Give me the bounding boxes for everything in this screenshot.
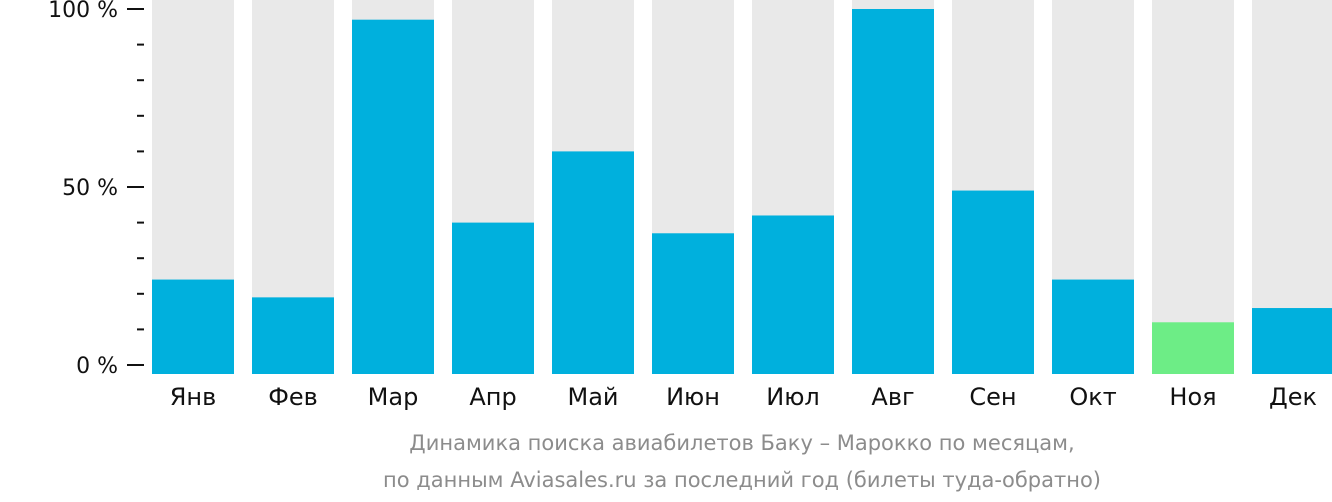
x-tick-label-2: Фев xyxy=(268,383,318,411)
x-tick-label-1: Янв xyxy=(170,383,217,411)
bar-2 xyxy=(252,297,334,374)
x-axis: Янв Фев Мар Апр Май Июн Июл Авг Сен Окт Ноя Дек xyxy=(170,383,1317,411)
y-tick-label-1: 0 % xyxy=(76,354,118,379)
y-tick-label-2: 50 % xyxy=(62,176,118,201)
bar-10 xyxy=(1052,279,1134,374)
y-tick-label-3: 100 % xyxy=(48,0,118,23)
bar-1 xyxy=(152,279,234,374)
y-axis: 0 % 50 % 100 % xyxy=(48,0,144,379)
x-tick-label-3: Мар xyxy=(368,383,419,411)
x-tick-label-12: Дек xyxy=(1269,383,1317,411)
x-tick-label-8: Авг xyxy=(871,383,914,411)
bar-9 xyxy=(952,190,1034,374)
data-bars xyxy=(152,9,1332,375)
bar-12 xyxy=(1252,308,1332,374)
bar-4 xyxy=(452,222,534,374)
bar-8 xyxy=(852,9,934,374)
bar-3 xyxy=(352,19,434,375)
x-tick-label-11: Ноя xyxy=(1169,383,1216,411)
x-tick-label-7: Июл xyxy=(766,383,820,411)
x-tick-label-9: Сен xyxy=(969,383,1016,411)
x-tick-label-5: Май xyxy=(567,383,618,411)
x-tick-label-10: Окт xyxy=(1069,383,1116,411)
bar-7 xyxy=(752,215,834,374)
x-tick-label-6: Июн xyxy=(666,383,720,411)
chart-caption-line-2: по данным Aviasales.ru за последний год … xyxy=(383,468,1101,492)
x-tick-label-4: Апр xyxy=(469,383,516,411)
bar-6 xyxy=(652,233,734,374)
chart-caption-line-1: Динамика поиска авиабилетов Баку – Марок… xyxy=(409,431,1074,455)
bar-11 xyxy=(1152,322,1234,374)
bar-background-11 xyxy=(1152,0,1234,374)
bar-5 xyxy=(552,151,634,374)
